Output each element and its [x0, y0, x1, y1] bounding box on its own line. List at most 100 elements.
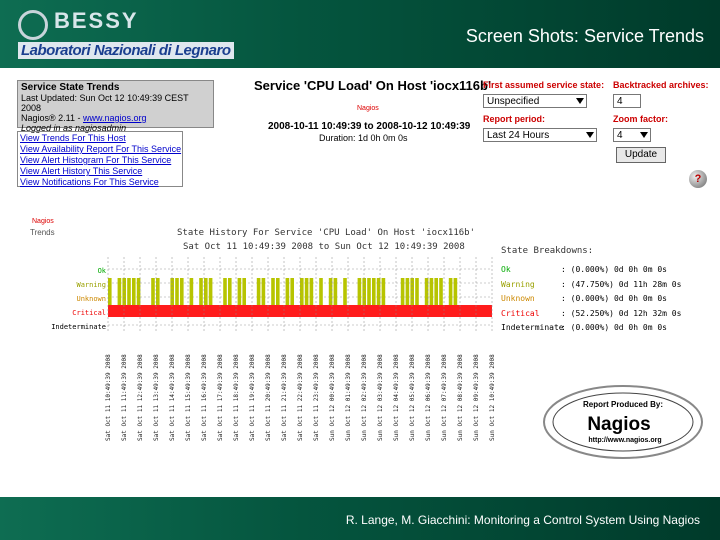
row-label-critical: Critical [72, 309, 106, 317]
breakdown-row-unknown: Unknown: (0.000%) 0d 0h 0m 0s [501, 294, 667, 303]
x-tick-label: Sat Oct 11 11:49:39 2008 [121, 354, 128, 441]
link-alert-histogram[interactable]: View Alert Histogram For This Service [20, 155, 172, 165]
warning-block [108, 278, 112, 316]
trends-nagios-mini: Nagios [32, 218, 54, 225]
first-state-select[interactable]: Unspecified [483, 94, 587, 108]
link-alert-history[interactable]: View Alert History This Service [20, 166, 143, 176]
link-view-trends[interactable]: View Trends For This Host [20, 133, 126, 143]
x-tick-label: Sun Oct 12 00:49:39 2008 [329, 354, 336, 441]
x-tick-label: Sat Oct 11 21:49:39 2008 [281, 354, 288, 441]
x-tick-label: Sat Oct 11 22:49:39 2008 [297, 354, 304, 441]
bessy-logo-ring-icon [18, 10, 48, 40]
slide-footer: R. Lange, M. Giacchini: Monitoring a Con… [0, 497, 720, 540]
last-updated: Last Updated: Sun Oct 12 10:49:39 CEST 2… [21, 93, 189, 113]
warning-block [208, 278, 213, 316]
nagios-link[interactable]: www.nagios.org [83, 113, 147, 123]
logged-in: Logged in as nagiosadmin [21, 123, 127, 133]
chevron-down-icon [640, 132, 648, 138]
x-tick-label: Sat Oct 11 15:49:39 2008 [185, 354, 192, 441]
warning-block [333, 278, 338, 316]
row-label-warning: Warning [76, 281, 106, 289]
breakdown-row-indeterminate: Indeterminate: (0.000%) 0d 0h 0m 0s [501, 323, 667, 332]
first-state-label: First assumed service state: [483, 80, 605, 90]
warning-block [256, 278, 261, 316]
breakdown-row-warning: Warning: (47.750%) 0d 11h 28m 0s [501, 280, 682, 289]
x-tick-label: Sun Oct 12 05:49:39 2008 [409, 354, 416, 441]
warning-block [300, 278, 304, 316]
row-label-indeterminate: Indeterminate [51, 323, 106, 331]
warning-block [180, 278, 184, 316]
warning-block [376, 278, 381, 316]
service-title: Service 'CPU Load' On Host 'iocx116b' [254, 78, 492, 93]
x-tick-label: Sat Oct 11 20:49:39 2008 [265, 354, 272, 441]
warning-block [261, 278, 266, 316]
x-tick-label: Sat Oct 11 16:49:39 2008 [201, 354, 208, 441]
chevron-down-icon [576, 98, 584, 104]
warning-block [285, 278, 290, 316]
zoom-select[interactable]: 4 [613, 128, 651, 142]
warning-block [309, 278, 314, 316]
warning-block [367, 278, 371, 316]
report-period-label: Report period: [483, 114, 545, 124]
link-availability[interactable]: View Availability Report For This Servic… [20, 144, 182, 154]
warning-block [204, 278, 208, 316]
warning-block [405, 278, 410, 316]
footer-text: R. Lange, M. Giacchini: Monitoring a Con… [345, 513, 700, 527]
x-tick-label: Sun Oct 12 09:49:39 2008 [473, 354, 480, 441]
bessy-logo: BESSY [54, 8, 139, 33]
warning-block [290, 278, 294, 316]
warning-block [328, 278, 333, 316]
breakdown-row-ok: Ok: (0.000%) 0d 0h 0m 0s [501, 265, 667, 274]
x-tick-label: Sun Oct 12 10:49:39 2008 [489, 354, 496, 441]
report-period-select[interactable]: Last 24 Hours [483, 128, 597, 142]
warning-block [136, 278, 141, 316]
link-notifications[interactable]: View Notifications For This Service [20, 177, 159, 187]
warning-block [357, 278, 362, 316]
x-tick-label: Sat Oct 11 19:49:39 2008 [249, 354, 256, 441]
x-tick-label: Sun Oct 12 01:49:39 2008 [345, 354, 352, 441]
x-tick-label: Sat Oct 11 13:49:39 2008 [153, 354, 160, 441]
state-breakdown-title: State Breakdowns: [501, 246, 594, 256]
x-tick-label: Sun Oct 12 07:49:39 2008 [441, 354, 448, 441]
warning-block [237, 278, 242, 316]
warning-block [175, 278, 179, 316]
warning-block [400, 278, 405, 316]
warning-block [343, 278, 347, 316]
backtracked-input[interactable]: 4 [613, 94, 641, 108]
warning-block [381, 278, 386, 316]
duration: Duration: 1d 0h 0m 0s [319, 133, 408, 143]
warning-block [127, 278, 131, 316]
service-state-box: Service State Trends Last Updated: Sun O… [17, 80, 214, 133]
warning-block [372, 278, 376, 316]
warning-block [156, 278, 160, 316]
warning-block [223, 278, 227, 316]
state-box-title: Service State Trends [21, 82, 120, 93]
warning-block [132, 278, 136, 316]
warning-block [415, 278, 419, 316]
warning-block [319, 278, 323, 316]
report-links: View Trends For This Host View Availabil… [17, 131, 183, 187]
nagios-mini-logo: Nagios [357, 105, 379, 112]
warning-block [117, 278, 122, 316]
badge-line3: http://www.nagios.org [588, 437, 661, 444]
x-tick-label: Sat Oct 11 14:49:39 2008 [169, 354, 176, 441]
warning-block [448, 278, 453, 316]
breakdown-row-critical: Critical: (52.250%) 0d 12h 32m 0s [501, 309, 682, 318]
warning-block [242, 278, 246, 316]
update-button[interactable]: Update [616, 147, 666, 163]
warning-block [276, 278, 280, 316]
x-tick-label: Sat Oct 11 23:49:39 2008 [313, 354, 320, 441]
slide-title: Screen Shots: Service Trends [465, 26, 704, 46]
chevron-down-icon [586, 132, 594, 138]
slide-header: BESSY Laboratori Nazionali di Legnaro Sc… [0, 0, 720, 68]
warning-block [424, 278, 429, 316]
x-tick-label: Sat Oct 11 18:49:39 2008 [233, 354, 240, 441]
warning-block [228, 278, 232, 316]
warning-block [199, 278, 203, 316]
help-icon[interactable]: ? [689, 170, 707, 188]
warning-block [439, 278, 443, 316]
badge-line1: Report Produced By: [583, 400, 663, 409]
zoom-label: Zoom factor: [613, 114, 668, 124]
x-tick-label: Sat Oct 11 10:49:39 2008 [105, 354, 112, 441]
date-range: 2008-10-11 10:49:39 to 2008-10-12 10:49:… [268, 121, 471, 132]
